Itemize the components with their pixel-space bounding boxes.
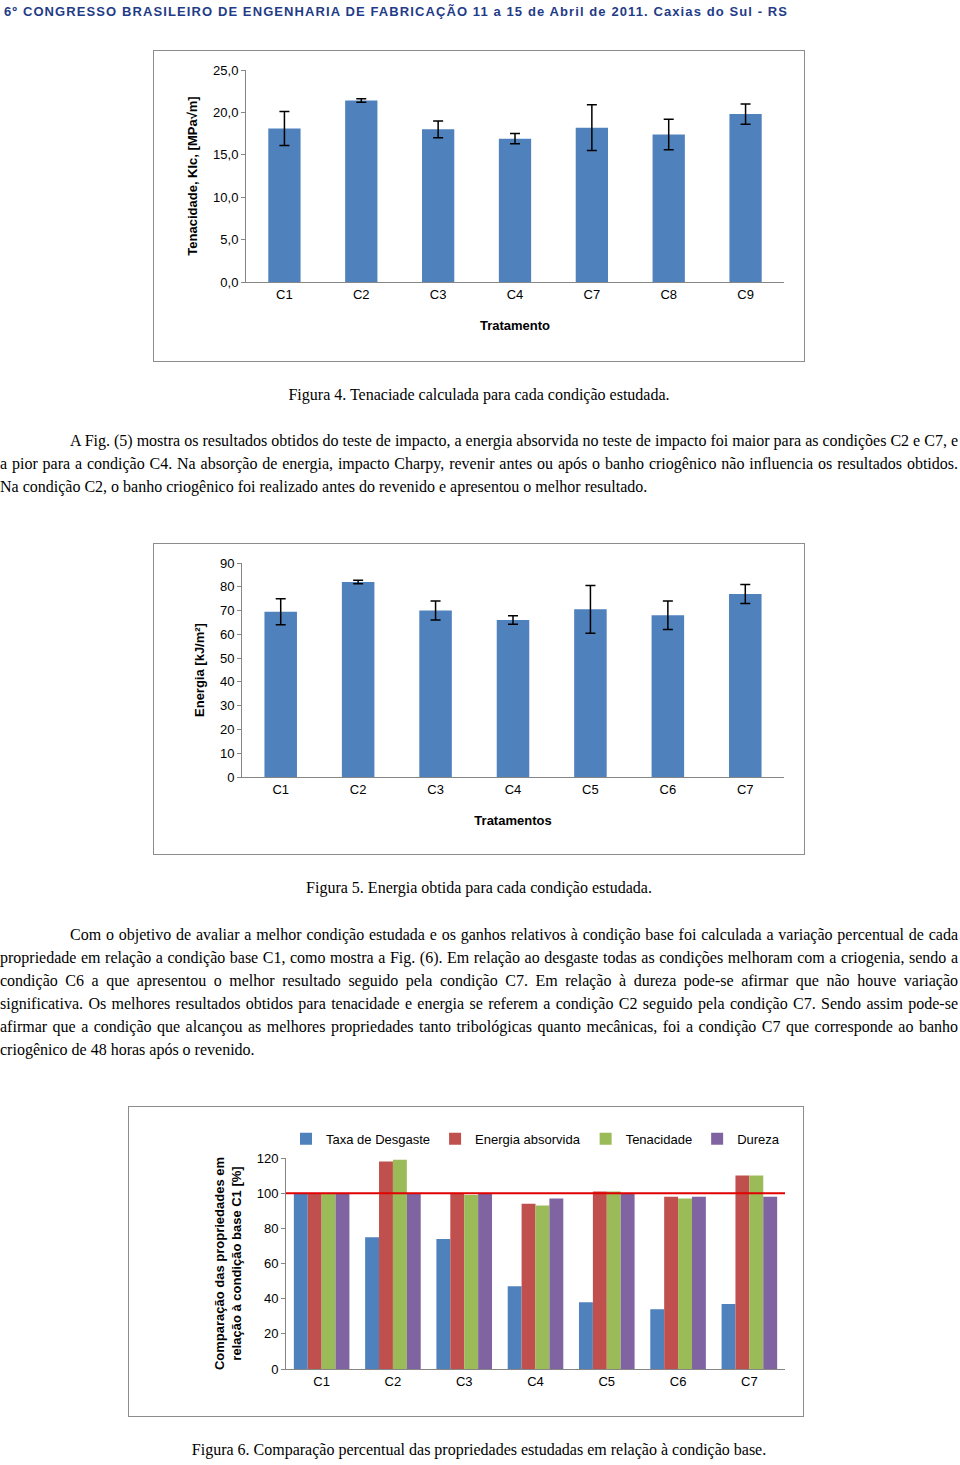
- svg-text:40: 40: [264, 1291, 278, 1306]
- svg-text:C2: C2: [350, 782, 367, 797]
- html-text:Figura 6. Comparação percentua: Figura 6. Comparação percentual das prop…: [191, 1441, 767, 1458]
- svg-text:C5: C5: [582, 782, 599, 797]
- svg-text:100: 100: [257, 1186, 279, 1201]
- svg-text:C9: C9: [737, 287, 754, 302]
- svg-text:80: 80: [264, 1221, 278, 1236]
- svg-text:50: 50: [220, 651, 234, 666]
- svg-text:120: 120: [257, 1151, 279, 1166]
- svg-text:0: 0: [271, 1362, 278, 1377]
- svg-text:C3: C3: [427, 782, 444, 797]
- svg-text:C7: C7: [741, 1374, 758, 1389]
- svg-text:70: 70: [220, 603, 234, 618]
- svg-text:C5: C5: [598, 1374, 615, 1389]
- svg-text:Taxa de Desgaste: Taxa de Desgaste: [326, 1132, 430, 1147]
- svg-text:60: 60: [264, 1256, 278, 1271]
- svg-text:C1: C1: [272, 782, 289, 797]
- svg-text:C7: C7: [584, 287, 601, 302]
- svg-text:C7: C7: [737, 782, 754, 797]
- svg-text:C1: C1: [313, 1374, 330, 1389]
- svg-text:15,0: 15,0: [213, 147, 238, 162]
- svg-text:C4: C4: [507, 287, 524, 302]
- svg-text:20,0: 20,0: [213, 105, 238, 120]
- svg-text:C6: C6: [660, 782, 677, 797]
- svg-text:80: 80: [220, 579, 234, 594]
- svg-text:0,0: 0,0: [220, 275, 238, 290]
- svg-text:30: 30: [220, 698, 234, 713]
- svg-text:C2: C2: [385, 1374, 402, 1389]
- svg-text:10,0: 10,0: [213, 190, 238, 205]
- svg-text:Energia [kJ/m²]: Energia [kJ/m²]: [192, 623, 207, 717]
- svg-text:Comparação das propriedades em: Comparação das propriedades emrelação à …: [212, 1157, 244, 1370]
- svg-text:5,0: 5,0: [220, 232, 238, 247]
- svg-text:C8: C8: [660, 287, 677, 302]
- svg-text:C2: C2: [353, 287, 370, 302]
- svg-text:Tratamentos: Tratamentos: [474, 813, 551, 828]
- svg-text:Tratamento: Tratamento: [480, 318, 550, 333]
- svg-text:Energia absorvida: Energia absorvida: [475, 1132, 581, 1147]
- svg-text:60: 60: [220, 627, 234, 642]
- svg-text:C3: C3: [430, 287, 447, 302]
- svg-text:0: 0: [227, 770, 234, 785]
- svg-text:Tenacidade, KIc, [MPa√m]: Tenacidade, KIc, [MPa√m]: [185, 96, 200, 255]
- svg-text:10: 10: [220, 746, 234, 761]
- svg-text:C4: C4: [505, 782, 522, 797]
- svg-text:90: 90: [220, 556, 234, 571]
- svg-text:C4: C4: [527, 1374, 544, 1389]
- svg-text:20: 20: [220, 722, 234, 737]
- svg-text:40: 40: [220, 674, 234, 689]
- html-text:6º CONGRESSO BRASILEIRO DE ENG: 6º CONGRESSO BRASILEIRO DE ENGENHARIA DE…: [4, 4, 789, 19]
- svg-text:25,0: 25,0: [213, 63, 238, 78]
- html-text:Com o objetivo de avaliar a me: Com o objetivo de avaliar a melhor condi…: [0, 926, 958, 1058]
- svg-text:20: 20: [264, 1326, 278, 1341]
- svg-text:C6: C6: [670, 1374, 687, 1389]
- html-text:A Fig. (5) mostra os resultado: A Fig. (5) mostra os resultados obtidos …: [0, 432, 958, 495]
- svg-text:C1: C1: [276, 287, 293, 302]
- svg-text:Tenacidade: Tenacidade: [626, 1132, 693, 1147]
- html-text:Figura 4. Tenaciade calculada: Figura 4. Tenaciade calculada para cada …: [288, 386, 670, 403]
- svg-text:Dureza: Dureza: [737, 1132, 780, 1147]
- svg-text:C3: C3: [456, 1374, 473, 1389]
- html-text:Figura 5. Energia obtida para: Figura 5. Energia obtida para cada condi…: [306, 879, 652, 896]
